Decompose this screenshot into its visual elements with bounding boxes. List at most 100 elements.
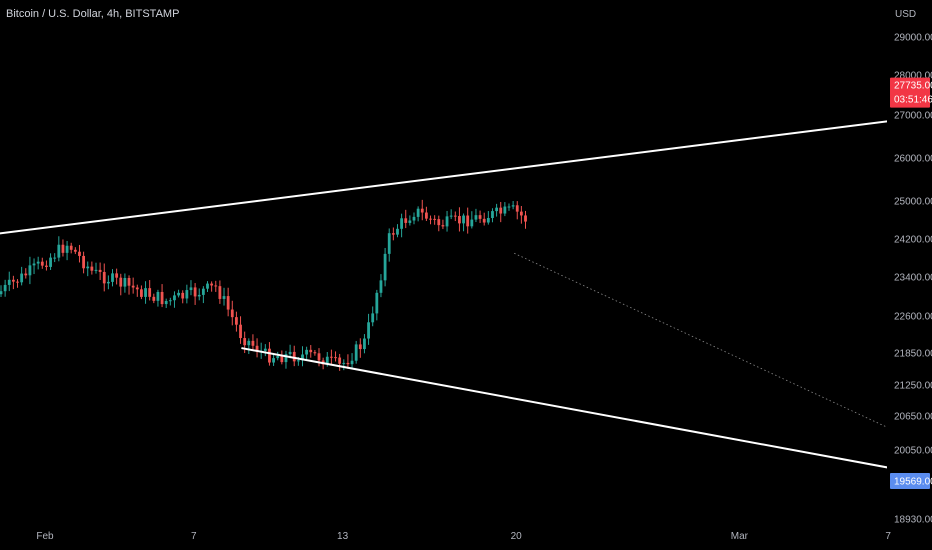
- candle-body: [197, 294, 201, 297]
- candle-body: [507, 206, 511, 208]
- candle: [98, 262, 102, 280]
- chart-legend: Bitcoin / U.S. Dollar, 4h, BITSTAMP: [6, 8, 180, 20]
- candle: [36, 256, 40, 270]
- candle: [301, 346, 304, 367]
- price-tick-label: 20650.00: [894, 412, 932, 423]
- candle-body: [292, 351, 296, 362]
- candle-body: [503, 206, 507, 214]
- price-tick-label: 27000.00: [894, 111, 932, 122]
- price-tick-label: 22600.00: [894, 312, 932, 323]
- candle: [144, 281, 147, 304]
- price-tick-label: 26000.00: [894, 154, 932, 165]
- candle: [350, 353, 354, 370]
- candle: [78, 244, 81, 263]
- candle-body: [437, 219, 441, 226]
- candle-body: [206, 283, 209, 289]
- candle: [404, 209, 408, 229]
- candle: [255, 338, 259, 358]
- candle: [391, 227, 395, 241]
- candle-body: [135, 287, 139, 290]
- candle: [503, 202, 507, 217]
- candle-body: [82, 255, 85, 269]
- candle-body: [189, 287, 193, 291]
- candle: [24, 268, 28, 279]
- candle: [511, 200, 515, 210]
- candle-body: [226, 296, 230, 310]
- price-tick-label: 24200.00: [894, 235, 932, 246]
- candle: [276, 351, 280, 361]
- candle: [342, 359, 346, 371]
- candle-body: [98, 269, 102, 272]
- candle-body: [57, 244, 61, 258]
- candle-body: [491, 211, 494, 218]
- candle: [515, 201, 519, 220]
- candle-body: [445, 216, 449, 227]
- candle-body: [210, 283, 214, 286]
- candle: [181, 290, 185, 304]
- candle: [491, 208, 494, 223]
- candle: [94, 262, 98, 274]
- candle-body: [276, 356, 280, 359]
- candle: [156, 289, 160, 307]
- candle-body: [363, 338, 366, 350]
- candle: [49, 253, 52, 270]
- candle-body: [69, 245, 73, 250]
- candle: [131, 277, 135, 294]
- candle: [400, 213, 404, 238]
- price-tick-label: 25000.00: [894, 197, 932, 208]
- candle: [115, 268, 119, 285]
- candle: [379, 274, 383, 298]
- candle: [495, 203, 498, 217]
- candle: [251, 334, 255, 351]
- candle-body: [420, 208, 424, 213]
- candle: [358, 338, 362, 358]
- candle: [363, 334, 366, 354]
- lower-trendline: [241, 347, 932, 477]
- candle-body: [251, 340, 255, 346]
- candle-body: [408, 220, 412, 223]
- candle-body: [453, 215, 457, 217]
- candle: [185, 284, 189, 304]
- candle-body: [317, 353, 321, 361]
- candle-body: [230, 309, 234, 318]
- candle-body: [239, 324, 242, 339]
- candle-body: [193, 287, 197, 297]
- candle: [193, 283, 197, 305]
- candle-body: [152, 296, 156, 301]
- candle-body: [7, 279, 11, 285]
- candle-body: [478, 215, 482, 219]
- candle: [189, 280, 193, 296]
- candle-body: [412, 216, 416, 221]
- candle: [408, 215, 412, 226]
- candle-body: [371, 313, 375, 323]
- candle: [437, 215, 441, 232]
- candle-body: [106, 281, 110, 284]
- candle-body: [383, 253, 387, 281]
- candle: [478, 210, 482, 223]
- candle-body: [458, 216, 461, 224]
- candle-body: [486, 217, 490, 223]
- candle: [346, 354, 350, 369]
- candle: [65, 240, 69, 261]
- candle-body: [78, 251, 81, 256]
- candle: [519, 205, 523, 224]
- candle-body: [433, 218, 437, 220]
- candle: [482, 212, 486, 226]
- candle-body: [313, 352, 317, 354]
- candle-body: [416, 208, 420, 217]
- candle: [313, 349, 317, 356]
- price-tick-label: 21250.00: [894, 381, 932, 392]
- candle: [429, 215, 432, 225]
- time-tick-label: 13: [337, 531, 349, 542]
- candle: [206, 281, 209, 292]
- candle-body: [400, 218, 404, 229]
- candle-body: [3, 284, 7, 292]
- candle-body: [181, 292, 185, 299]
- candle: [90, 261, 94, 275]
- candle: [387, 228, 391, 262]
- candle-body: [338, 357, 342, 364]
- candle-body: [127, 277, 131, 286]
